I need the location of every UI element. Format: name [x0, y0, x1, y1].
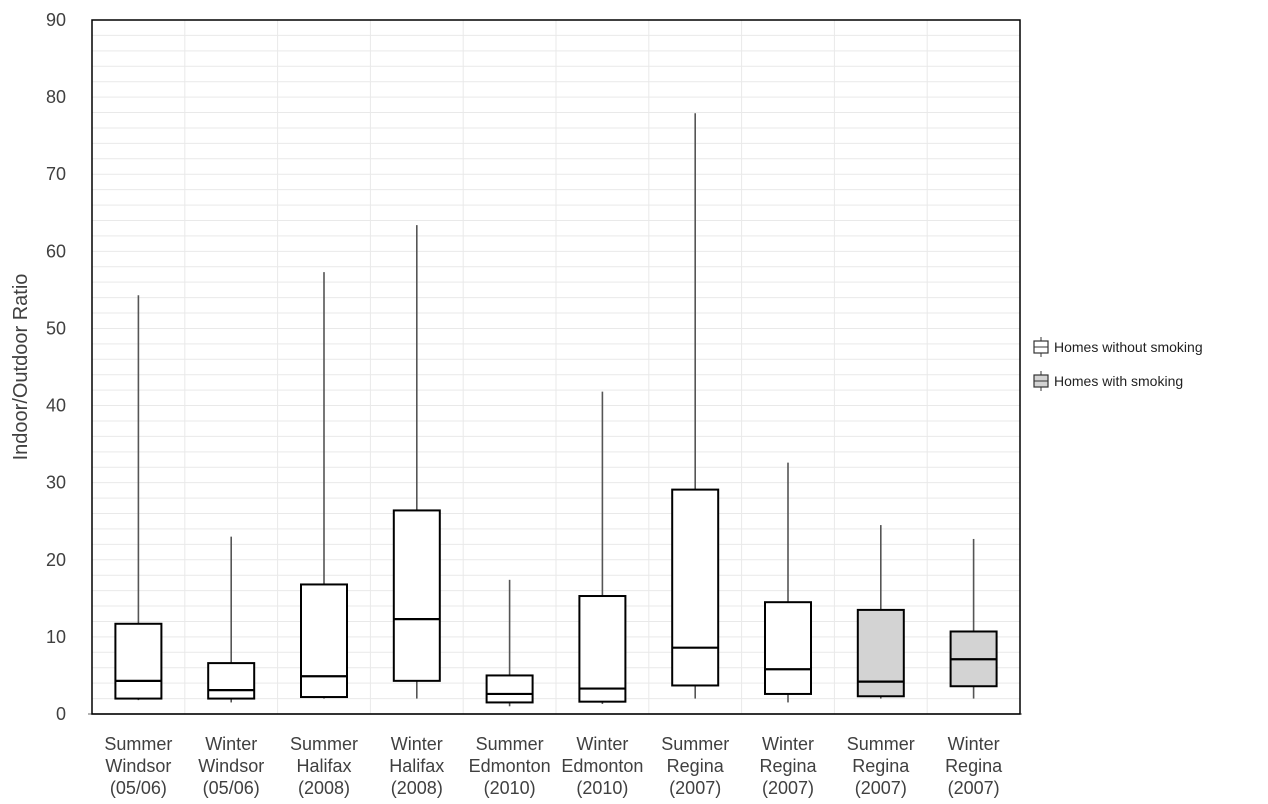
box-iqr	[392, 509, 441, 682]
legend-item: Homes with smoking	[1033, 371, 1183, 391]
x-tick-label-line: (05/06)	[203, 778, 260, 798]
box-group	[671, 113, 720, 699]
x-tick-label-line: (2010)	[576, 778, 628, 798]
box-iqr	[578, 595, 627, 703]
y-tick-label: 20	[46, 550, 66, 570]
x-tick-label-line: (2007)	[855, 778, 907, 798]
y-tick-label: 10	[46, 627, 66, 647]
box-iqr	[300, 583, 348, 699]
x-tick-label-line: Winter	[948, 734, 1000, 754]
y-axis-tick-labels: 0 10 20 30 40 50 60 70 80 90	[46, 10, 66, 724]
x-tick-label-line: Summer	[476, 734, 544, 754]
box-iqr	[114, 622, 163, 700]
x-tick-label: Summer Regina (2007)	[661, 734, 729, 798]
x-tick-label: Winter Halifax (2008)	[389, 734, 444, 798]
legend: Homes without smoking Homes with smoking	[1033, 337, 1203, 391]
x-tick-label-line: (2007)	[669, 778, 721, 798]
x-tick-label: Summer Regina (2007)	[847, 734, 915, 798]
x-tick-label-line: (2007)	[762, 778, 814, 798]
x-tick-label-line: Summer	[661, 734, 729, 754]
x-tick-label: Winter Windsor (05/06)	[198, 734, 264, 798]
x-axis-tick-labels: Summer Windsor (05/06)Winter Windsor (05/06)…	[104, 734, 1003, 798]
y-tick-label: 40	[46, 396, 66, 416]
legend-item: Homes without smoking	[1033, 337, 1203, 357]
x-tick-label: Summer Halifax (2008)	[290, 734, 358, 798]
x-tick-label-line: Regina	[759, 756, 817, 776]
y-axis-label: Indoor/Outdoor Ratio	[10, 274, 32, 461]
x-tick-label-line: Edmonton	[469, 756, 551, 776]
x-tick-label-line: (2008)	[391, 778, 443, 798]
x-tick-label-line: (2008)	[298, 778, 350, 798]
x-tick-label: Winter Edmonton (2010)	[561, 734, 643, 798]
y-tick-label: 90	[46, 10, 66, 30]
y-tick-label: 70	[46, 164, 66, 184]
box-group	[114, 295, 163, 701]
x-tick-label-line: Winter	[391, 734, 443, 754]
x-tick-label-line: Halifax	[389, 756, 444, 776]
y-tick-label: 60	[46, 241, 66, 261]
plot-area-frame	[91, 19, 1021, 715]
box-iqr	[485, 674, 534, 704]
x-tick-label-line: (2007)	[948, 778, 1000, 798]
x-tick-label: Winter Regina (2007)	[759, 734, 817, 798]
x-tick-label-line: Windsor	[198, 756, 264, 776]
x-tick-label-line: Winter	[205, 734, 257, 754]
box-group	[949, 538, 998, 699]
y-tick-label: 0	[56, 704, 66, 724]
y-tick-label: 80	[46, 87, 66, 107]
x-tick-label-line: Winter	[762, 734, 814, 754]
legend-label: Homes with smoking	[1054, 373, 1183, 389]
x-tick-label-line: Edmonton	[561, 756, 643, 776]
x-tick-label: Winter Regina (2007)	[945, 734, 1003, 798]
box-group	[207, 536, 256, 703]
x-tick-label-line: Summer	[104, 734, 172, 754]
box-group	[856, 525, 905, 699]
box-iqr	[764, 601, 812, 695]
x-tick-label-line: Regina	[852, 756, 910, 776]
x-tick-label-line: Winter	[576, 734, 628, 754]
box-group	[764, 462, 812, 703]
box-group	[300, 272, 348, 699]
x-tick-label-line: Regina	[667, 756, 725, 776]
x-tick-label: Summer Windsor (05/06)	[104, 734, 172, 798]
y-tick-label: 30	[46, 473, 66, 493]
x-tick-label-line: Halifax	[296, 756, 351, 776]
box-group	[392, 225, 441, 699]
x-tick-label-line: Regina	[945, 756, 1003, 776]
legend-label: Homes without smoking	[1054, 339, 1203, 355]
y-tick-label: 50	[46, 318, 66, 338]
boxes-layer	[114, 113, 998, 707]
grid-lines	[88, 19, 1022, 715]
box-group	[485, 579, 534, 707]
box-iqr	[671, 488, 720, 687]
box-iqr	[207, 662, 256, 700]
box-group	[578, 391, 627, 704]
x-tick-label-line: Windsor	[105, 756, 171, 776]
x-tick-label-line: Summer	[847, 734, 915, 754]
x-tick-label-line: (2010)	[484, 778, 536, 798]
x-tick-label-line: Summer	[290, 734, 358, 754]
x-tick-label: Summer Edmonton (2010)	[469, 734, 551, 798]
x-tick-label-line: (05/06)	[110, 778, 167, 798]
box-iqr	[856, 608, 905, 698]
